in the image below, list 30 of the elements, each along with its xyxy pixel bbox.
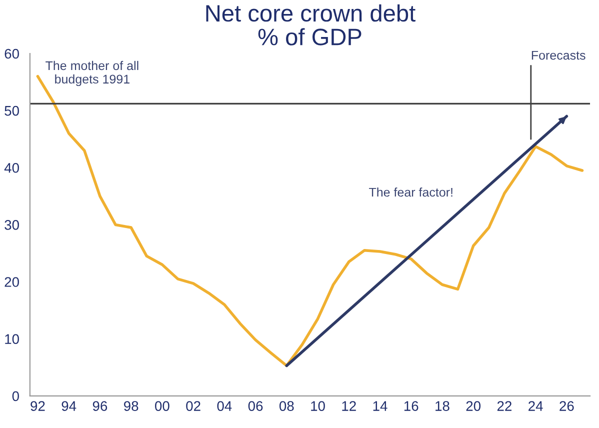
x-tick-label: 08 — [279, 401, 294, 411]
x-tick-label: 96 — [92, 401, 108, 411]
y-tick-label: 20 — [4, 277, 19, 287]
x-tick-label: 00 — [155, 401, 170, 411]
x-tick-label: 16 — [404, 401, 418, 411]
x-tick-label: 14 — [373, 401, 388, 411]
x-tick-label: 04 — [217, 401, 232, 411]
chart-title: Net core crown debt % of GDP — [206, 4, 416, 46]
x-tick-label: 10 — [311, 401, 325, 411]
line-series — [36, 74, 584, 368]
y-tick-label: 10 — [5, 334, 19, 344]
y-tick-label: 50 — [4, 106, 19, 116]
annotation: The fear factor! — [369, 187, 452, 197]
y-tick-label: 40 — [4, 162, 19, 173]
x-tick-label: 22 — [497, 401, 512, 411]
x-tick-label: 98 — [124, 401, 138, 411]
x-tick-label: 02 — [186, 401, 200, 411]
y-tick-label: 30 — [4, 220, 19, 230]
y-tick-label: 60 — [4, 48, 19, 59]
x-tick-label: 24 — [528, 401, 543, 411]
x-tick-label: 26 — [560, 401, 574, 411]
x-tick-label: 18 — [436, 401, 450, 411]
annotation: The mother of all budgets 1991 — [46, 60, 138, 86]
x-tick-label: 06 — [248, 401, 263, 411]
x-tick-label: 92 — [30, 401, 45, 411]
x-tick-label: 12 — [342, 401, 356, 411]
y-tick-label: 0 — [12, 391, 19, 402]
annotation: Forecasts — [532, 50, 586, 60]
x-tick-label: 94 — [62, 401, 76, 411]
x-tick-label: 20 — [466, 401, 481, 411]
